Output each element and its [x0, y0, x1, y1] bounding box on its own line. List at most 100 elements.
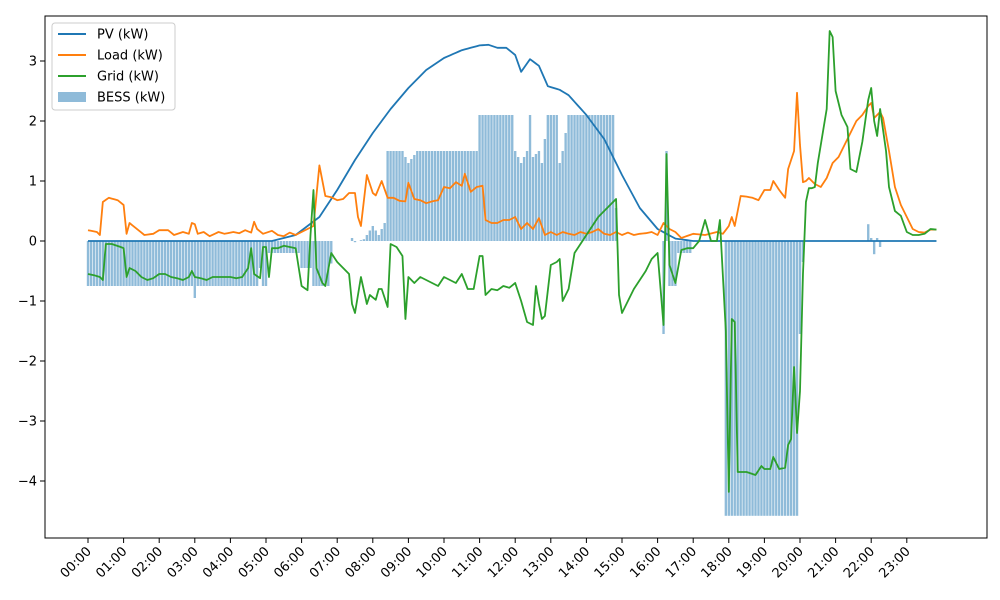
bess-bar: [158, 241, 161, 286]
bess-bar: [772, 241, 775, 516]
bess-bar: [439, 151, 443, 241]
bess-bar: [786, 241, 790, 516]
bess-bar: [184, 241, 188, 286]
bess-bar: [119, 241, 122, 286]
bess-bar: [294, 241, 297, 253]
bess-bar: [534, 154, 538, 241]
bess-bar: [226, 241, 229, 286]
bess-bar: [436, 151, 440, 241]
legend-label: Load (kW): [97, 49, 163, 64]
y-tick-label: −1: [18, 295, 37, 310]
bess-bar: [137, 241, 140, 286]
bess-bar: [585, 115, 588, 241]
bess-bar: [131, 241, 134, 286]
bess-bar: [496, 115, 499, 241]
x-tick-label: 06:00: [271, 544, 308, 581]
y-tick-label: 0: [29, 235, 37, 250]
bess-bar: [104, 241, 107, 286]
bess-bar: [754, 241, 757, 516]
bess-bar: [303, 241, 306, 268]
bess-bar: [594, 115, 597, 241]
bess-bar: [211, 241, 214, 286]
bess-bar: [383, 223, 386, 241]
y-tick-label: 1: [29, 175, 37, 190]
bess-bar: [297, 241, 300, 253]
bess-bar: [152, 241, 155, 286]
bess-bar: [178, 241, 182, 286]
bess-bar: [783, 241, 787, 516]
bess-bar: [321, 241, 324, 286]
bess-bar: [362, 239, 366, 241]
bess-bar: [199, 241, 202, 286]
x-tick-label: 03:00: [165, 544, 202, 581]
legend-label: BESS (kW): [97, 91, 165, 106]
bess-bar: [795, 241, 799, 516]
bess-bar: [223, 241, 226, 286]
bess-bar: [727, 241, 730, 516]
x-tick-label: 04:00: [200, 544, 237, 581]
bess-bar: [499, 115, 502, 241]
bess-bar: [249, 241, 253, 286]
bess-bar: [377, 235, 380, 241]
bess-bar: [238, 241, 241, 286]
bess-bar: [445, 151, 449, 241]
bess-bar: [208, 241, 211, 286]
bess-bar: [733, 241, 736, 516]
bess-bar: [430, 151, 434, 241]
bess-bar: [546, 115, 550, 241]
bess-bar: [442, 151, 446, 241]
bess-bar: [318, 241, 321, 286]
bess-bar: [457, 151, 461, 241]
bess-bar: [380, 229, 383, 241]
bess-bar: [463, 151, 466, 241]
y-axis: −4 −3 −2 −1 0 1 2 3: [18, 55, 45, 490]
bess-bar: [270, 241, 274, 253]
bess-bar: [490, 115, 493, 241]
bess-bar: [763, 241, 766, 516]
bess-bar: [689, 241, 692, 253]
bess-bar: [870, 238, 873, 241]
bess-bar: [579, 115, 582, 241]
bess-bar: [110, 241, 113, 286]
bess-bar: [558, 163, 561, 241]
bess-bar: [582, 115, 585, 241]
bess-bar: [757, 241, 760, 516]
legend-label: Grid (kW): [97, 70, 159, 85]
bess-bar: [549, 115, 552, 241]
bess-bar: [766, 241, 769, 516]
bess-bar: [353, 241, 357, 243]
bess-bar: [134, 241, 137, 286]
bess-bar: [95, 241, 99, 286]
bess-bar: [122, 241, 125, 286]
bess-bar: [92, 241, 96, 286]
y-tick-label: 3: [29, 55, 37, 70]
bess-bar: [89, 241, 93, 286]
bess-bar: [600, 115, 603, 241]
bess-bar: [365, 235, 369, 241]
bess-bar: [736, 241, 739, 516]
bess-bar: [608, 115, 612, 241]
bess-bar: [540, 163, 544, 241]
legend-box: [51, 22, 176, 111]
bess-bar: [327, 241, 330, 286]
bess-bar: [769, 241, 772, 516]
bess-bar: [760, 241, 763, 516]
x-tick-label: 20:00: [770, 544, 807, 581]
x-tick-label: 15:00: [592, 544, 629, 581]
bess-bar: [878, 241, 882, 247]
bess-bar: [481, 115, 484, 241]
bess-bar: [674, 241, 677, 286]
bess-bar: [597, 115, 600, 241]
bess-bar: [478, 115, 481, 241]
bess-bar: [214, 241, 217, 286]
bess-bar: [427, 151, 431, 241]
x-tick-label: 08:00: [343, 544, 380, 581]
bess-bar: [751, 241, 754, 516]
bess-bar: [350, 238, 354, 241]
bess-bar: [460, 151, 463, 241]
bess-bar: [502, 115, 505, 241]
bess-bar: [86, 241, 90, 286]
x-tick-label: 19:00: [734, 544, 771, 581]
bess-bar: [472, 151, 475, 241]
bess-bar: [781, 241, 784, 516]
